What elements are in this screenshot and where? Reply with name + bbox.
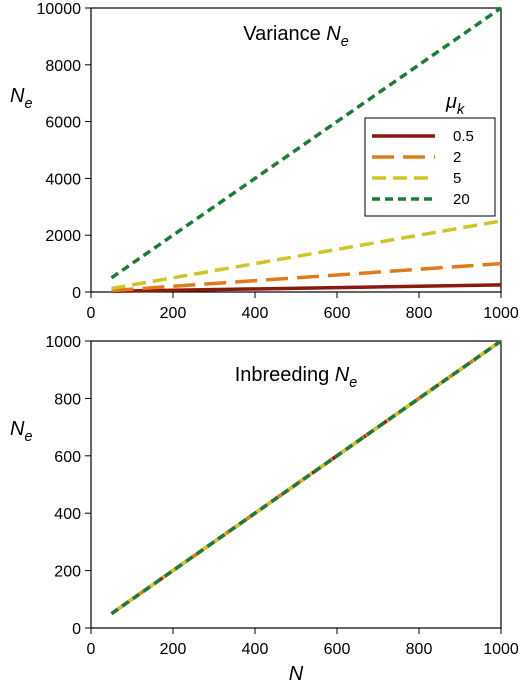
legend-label: 5 <box>453 170 461 187</box>
x-axis-label: N <box>289 663 304 685</box>
y-tick-label: 4000 <box>45 171 81 188</box>
y-tick-label: 2000 <box>45 228 81 245</box>
inbreeding-panel: 0 200 400 600 800 1000 0 200 400 600 800 1000 Inbree… <box>10 334 519 685</box>
x-tick-label: 800 <box>406 305 433 322</box>
series-line-5 <box>111 219 502 291</box>
y-tick-label: 0 <box>72 285 81 302</box>
plot-frame <box>90 340 502 629</box>
y-tick-label: 8000 <box>45 58 81 75</box>
x-tick-label: 200 <box>160 305 187 322</box>
y-tick-label: 800 <box>54 391 81 408</box>
y-axis-label: Ne <box>10 85 32 112</box>
series-line-3 <box>110 339 503 616</box>
series-line-20 <box>110 6 502 280</box>
legend-label: 0.5 <box>453 128 474 145</box>
series-line-2 <box>111 261 502 293</box>
x-tick-label: 1000 <box>483 641 519 658</box>
legend-box <box>364 117 496 217</box>
x-tick-label: 600 <box>324 641 351 658</box>
x-tick-label: 0 <box>87 641 96 658</box>
panel-title: Inbreeding Ne <box>235 364 358 391</box>
x-tick-label: 600 <box>324 305 351 322</box>
y-tick-label: 6000 <box>45 115 81 132</box>
x-tick-label: 400 <box>242 641 269 658</box>
x-tick-label: 400 <box>242 305 269 322</box>
legend: μk 0.5 2 5 20 <box>364 91 496 217</box>
y-tick-label: 400 <box>54 506 81 523</box>
plot-frame <box>90 7 502 293</box>
x-tick-label: 200 <box>160 641 187 658</box>
legend-title: μk <box>445 91 465 118</box>
x-tick-label: 800 <box>406 641 433 658</box>
y-tick-label: 1000 <box>45 334 81 351</box>
legend-label: 20 <box>453 191 470 208</box>
panel-title: Variance Ne <box>243 23 348 50</box>
variance-panel: 0 200 400 600 800 10000200040006000800010000V… <box>10 1 519 322</box>
y-tick-label: 600 <box>54 449 81 466</box>
x-tick-label: 1000 <box>483 305 519 322</box>
legend-label: 2 <box>453 149 461 166</box>
y-axis-label: Ne <box>10 418 32 445</box>
y-tick-label: 200 <box>54 564 81 581</box>
series-line-0-5 <box>111 283 502 294</box>
y-tick-label: 10000 <box>37 1 82 18</box>
x-tick-label: 0 <box>87 305 96 322</box>
y-tick-label: 0 <box>72 621 81 638</box>
